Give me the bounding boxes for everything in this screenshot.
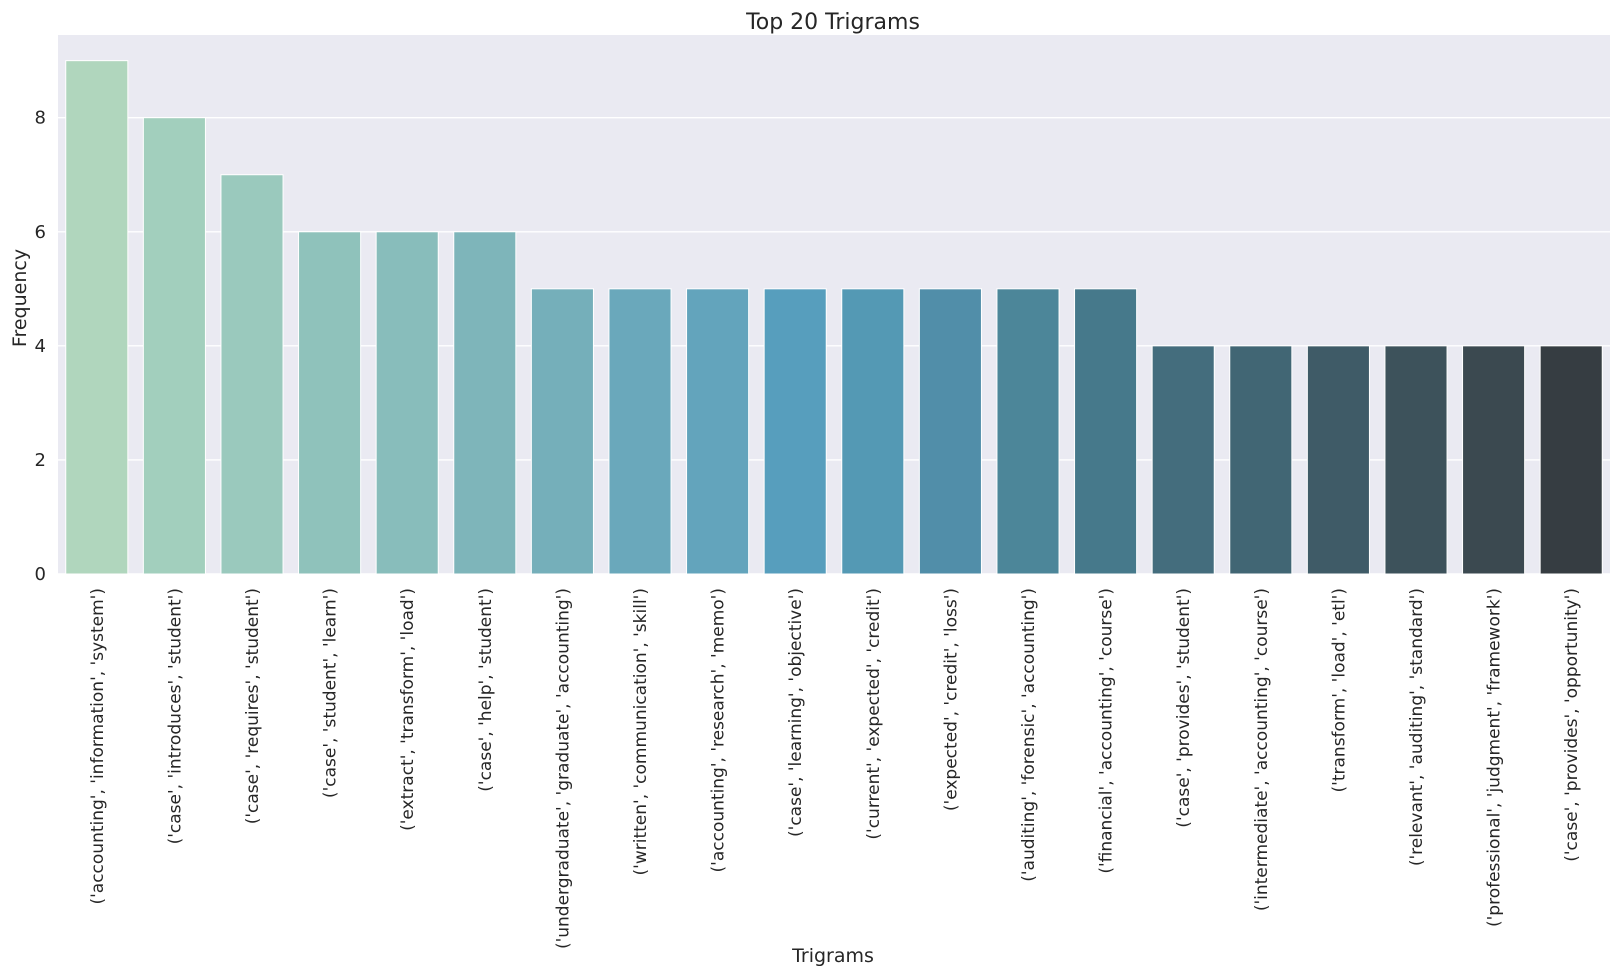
y-axis-label: Frequency	[9, 249, 31, 347]
plot-area	[58, 35, 1610, 574]
x-tick-label-19: ('case', 'provides', 'opportunity')	[1562, 588, 1582, 862]
bars	[65, 60, 1603, 575]
bar-8	[686, 288, 750, 575]
bar-16	[1306, 345, 1370, 575]
x-tick-label-13: ('financial', 'accounting', 'course')	[1097, 588, 1117, 874]
y-tick-labels: 0 2 4 6 8	[35, 108, 46, 585]
x-tick-label-16: ('transform', 'load', 'etl')	[1329, 588, 1349, 792]
x-tick-label-1: ('case', 'introduces', 'student')	[165, 588, 185, 844]
x-tick-label-17: ('relevant', 'auditing', 'standard')	[1407, 588, 1427, 866]
bar-3	[298, 231, 362, 575]
x-tick-label-5: ('case', 'help', 'student')	[476, 588, 496, 792]
x-tick-labels: ('accounting', 'information', 'system') (…	[88, 588, 1582, 949]
y-tick-label-4: 8	[35, 108, 46, 129]
x-tick-label-15: ('intermediate', 'accounting', 'course')	[1252, 588, 1272, 911]
x-tick-label-6: ('undergraduate', 'graduate', 'accountin…	[553, 588, 573, 949]
x-tick-label-7: ('written', 'communication', 'skill')	[631, 588, 651, 875]
bar-12	[996, 288, 1060, 575]
y-tick-label-0: 0	[35, 564, 46, 585]
bar-11	[918, 288, 982, 575]
bar-7	[608, 288, 672, 575]
x-tick-label-3: ('case', 'student', 'learn')	[321, 588, 341, 798]
bar-17	[1384, 345, 1448, 575]
x-tick-label-18: ('professional', 'judgment', 'framework'…	[1485, 588, 1505, 927]
x-tick-label-12: ('auditing', 'forensic', 'accounting')	[1019, 588, 1039, 882]
chart-title: Top 20 Trigrams	[745, 10, 920, 35]
bar-19	[1539, 345, 1603, 575]
x-tick-label-14: ('case', 'provides', 'student')	[1174, 588, 1194, 828]
y-tick-label-1: 2	[35, 450, 46, 471]
bar-13	[1074, 288, 1138, 575]
bar-5	[453, 231, 517, 575]
x-axis-label: Trigrams	[791, 945, 874, 967]
bar-0	[65, 60, 129, 575]
x-tick-label-4: ('extract', 'transform', 'load')	[398, 588, 418, 831]
x-tick-label-2: ('case', 'requires', 'student')	[243, 588, 263, 824]
bar-14	[1151, 345, 1215, 575]
x-tick-label-0: ('accounting', 'information', 'system')	[88, 588, 108, 905]
bar-1	[142, 117, 206, 575]
y-tick-label-3: 6	[35, 222, 46, 243]
bar-4	[375, 231, 439, 575]
x-tick-label-9: ('case', 'learning', 'objective')	[786, 588, 806, 837]
bar-18	[1462, 345, 1526, 575]
x-tick-label-8: ('accounting', 'research', 'memo')	[709, 588, 729, 872]
x-tick-label-10: ('current', 'expected', 'credit')	[864, 588, 884, 840]
bar-10	[841, 288, 905, 575]
x-tick-label-11: ('expected', 'credit', 'loss')	[941, 588, 961, 811]
bar-6	[530, 288, 594, 575]
bar-15	[1229, 345, 1293, 575]
bar-2	[220, 174, 284, 575]
y-tick-label-2: 4	[35, 336, 46, 357]
bar-9	[763, 288, 827, 575]
